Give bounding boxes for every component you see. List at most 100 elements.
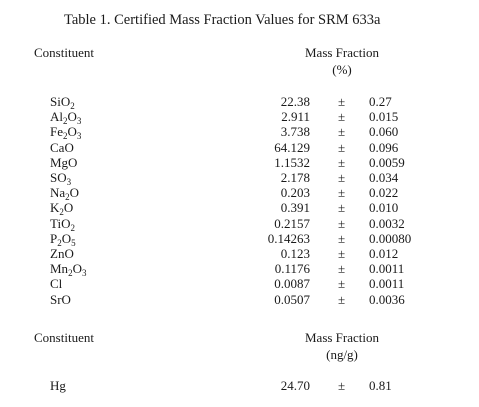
plus-minus-sign: ±: [338, 261, 346, 277]
plus-minus-sign: ±: [338, 170, 346, 185]
unit-header-ng-g: (ng/g): [326, 347, 358, 362]
constituent-name: SiO2: [50, 94, 75, 111]
uncertainty-value: 0.0011: [369, 276, 405, 292]
formula-text: SO: [50, 170, 67, 185]
plus-minus-sign: ±: [338, 94, 346, 109]
formula-text: Na: [50, 185, 66, 201]
uncertainty-value: 0.00080: [369, 230, 412, 246]
formula-text: P: [50, 230, 58, 246]
mass-fraction-value: 64.129: [274, 139, 310, 155]
uncertainty-value: 0.0036: [369, 291, 405, 307]
constituent-name: Mn2O3: [50, 261, 86, 279]
constituent-name: Hg: [50, 378, 66, 393]
formula-text: O: [69, 185, 80, 201]
formula-text: ZnO: [50, 246, 74, 261]
uncertainty-value: 0.0011: [369, 261, 405, 277]
formula-text: Fe: [50, 124, 63, 140]
mass-fraction-value: 22.38: [280, 94, 310, 109]
plus-minus-sign: ±: [338, 291, 346, 307]
formula-subscript: 2: [70, 101, 75, 111]
formula-subscript: 5: [71, 237, 76, 248]
formula-text: Cl: [50, 276, 63, 292]
uncertainty-value: 0.27: [369, 94, 392, 109]
constituent-name: SO3: [50, 170, 72, 187]
mass-fraction-value: 0.14263: [267, 230, 310, 246]
formula-text: O: [61, 230, 72, 246]
table-row: Fe2O3 3.738 ±0.060: [0, 124, 479, 142]
mass-fraction-value: 2.911: [281, 109, 310, 125]
constituent-name: SrO: [50, 292, 71, 307]
constituent-name: Cl: [50, 276, 62, 291]
formula-text: SrO: [50, 291, 71, 307]
table-row: SrO 0.0507 ±0.0036: [0, 292, 479, 307]
uncertainty-value: 0.012: [369, 246, 399, 261]
constituent-name: P2O5: [50, 230, 76, 248]
plus-minus-sign: ±: [338, 185, 346, 201]
uncertainty-value: 0.096: [369, 139, 399, 155]
table-row: Mn2O3 0.1176 ±0.0011: [0, 261, 479, 279]
constituent-name: MgO: [50, 155, 77, 170]
uncertainty-value: 0.022: [369, 185, 399, 201]
uncertainty-value: 0.015: [369, 109, 399, 125]
mass-fraction-value: 0.391: [280, 200, 310, 216]
mass-fraction-value: 0.0507: [274, 291, 310, 307]
formula-text: TiO: [50, 215, 71, 231]
constituent-header-2: Constituent: [34, 330, 94, 345]
table-row: P2O5 0.14263 ±0.00080: [0, 230, 479, 248]
formula-subscript: 3: [66, 177, 72, 187]
constituent-name: TiO2: [50, 215, 75, 233]
plus-minus-sign: ±: [338, 124, 346, 140]
constituent-header: Constituent: [34, 45, 94, 60]
uncertainty-value: 0.0032: [369, 215, 405, 231]
plus-minus-sign: ±: [338, 230, 346, 246]
formula-subscript: 2: [70, 222, 75, 233]
formula-subscript: 3: [76, 131, 82, 142]
constituent-name: Al2O3: [50, 109, 82, 127]
mass-fraction-header: Mass Fraction: [304, 45, 380, 60]
table-row: SiO2 22.38 ±0.27: [0, 94, 479, 111]
mass-fraction-value: 24.70: [280, 378, 310, 393]
constituent-name: K2O: [50, 200, 74, 218]
unit-header-percent: (%): [332, 62, 352, 77]
uncertainty-value: 0.034: [369, 170, 399, 185]
uncertainty-value: 0.060: [369, 124, 399, 140]
table-row: Hg 24.70 ±0.81: [0, 378, 479, 393]
mass-fraction-value: 0.2157: [274, 215, 310, 231]
table-title: Table 1. Certified Mass Fraction Values …: [64, 12, 381, 28]
mass-fraction-value: 2.178: [280, 170, 310, 185]
mass-fraction-header-2: Mass Fraction: [304, 330, 380, 345]
plus-minus-sign: ±: [338, 215, 346, 231]
formula-text: MgO: [50, 154, 78, 170]
formula-text: O: [63, 200, 74, 216]
table-row: Na2O 0.203 ±0.022: [0, 185, 479, 203]
formula-text: O: [67, 109, 77, 125]
constituent-name: Fe2O3: [50, 124, 82, 142]
formula-text: Mn: [50, 261, 69, 277]
table-row: CaO 64.129 ±0.096: [0, 140, 479, 155]
mass-fraction-value: 0.0087: [274, 276, 310, 292]
table-row: Al2O3 2.911 ±0.015: [0, 109, 479, 127]
plus-minus-sign: ±: [338, 109, 346, 125]
constituent-name: CaO: [50, 140, 74, 155]
clipped-previous-text: [0, 0, 479, 4]
formula-text: K: [50, 200, 60, 216]
table-row: K2O 0.391 ±0.010: [0, 200, 479, 218]
table-row: TiO2 0.2157 ±0.0032: [0, 215, 479, 233]
formula-subscript: 2: [68, 268, 73, 279]
formula-subscript: 3: [76, 116, 82, 127]
uncertainty-value: 0.0059: [369, 154, 405, 170]
uncertainty-value: 0.010: [369, 200, 399, 216]
formula-text: CaO: [50, 139, 74, 155]
plus-minus-sign: ±: [338, 200, 346, 216]
formula-subscript: 2: [59, 207, 64, 218]
formula-subscript: 2: [57, 237, 62, 248]
mass-fraction-value: 1.1532: [274, 154, 310, 170]
formula-text: Hg: [50, 378, 66, 393]
constituent-name: Na2O: [50, 185, 80, 203]
plus-minus-sign: ±: [338, 139, 346, 155]
mass-fraction-value: 0.1176: [274, 261, 310, 277]
formula-subscript: 2: [65, 192, 70, 203]
formula-subscript: 2: [63, 116, 68, 127]
uncertainty-value: 0.81: [369, 378, 392, 393]
mass-fraction-value: 0.203: [280, 185, 310, 201]
